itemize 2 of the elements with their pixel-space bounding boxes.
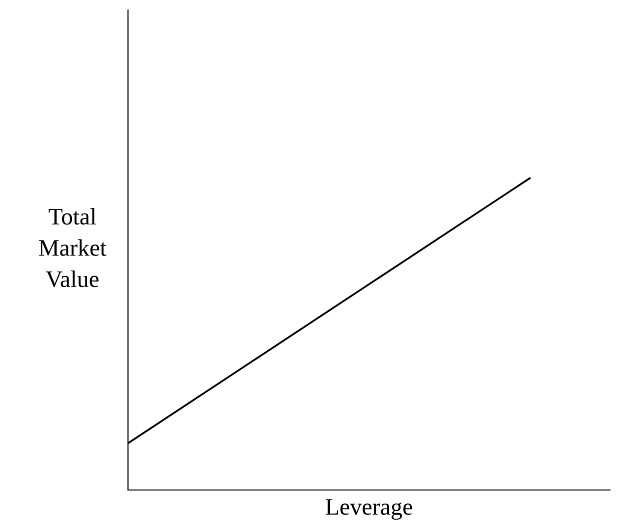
x-axis-title: Leverage: [326, 499, 412, 520]
y-axis-title: Total Market Value: [39, 208, 106, 288]
